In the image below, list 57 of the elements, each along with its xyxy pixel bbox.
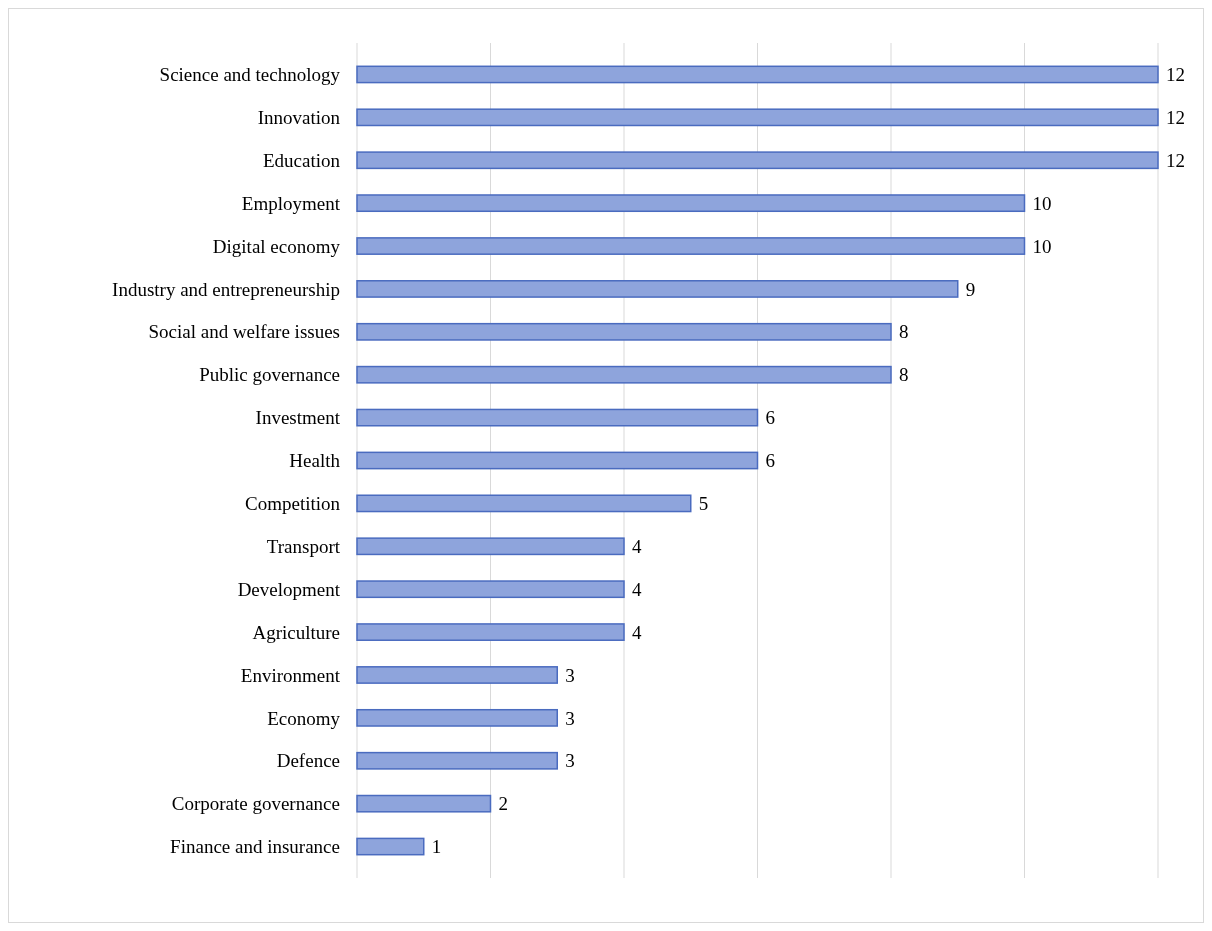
- data-label: 1: [431, 836, 442, 858]
- data-label: 3: [565, 750, 575, 772]
- y-tick-label: Competition: [245, 493, 341, 515]
- bar: [356, 494, 692, 513]
- data-label: 12: [1166, 149, 1185, 171]
- bar: [356, 451, 759, 470]
- data-label: 6: [765, 450, 775, 472]
- bar: [356, 794, 492, 813]
- bar: [356, 666, 558, 684]
- bar: [356, 365, 892, 384]
- data-label: 4: [632, 621, 642, 643]
- y-tick-label: Industry and entrepreneurship: [112, 278, 340, 300]
- y-tick-label: Social and welfare issues: [148, 321, 340, 343]
- bar: [356, 708, 558, 727]
- data-label: 4: [632, 578, 642, 600]
- y-tick-label: Finance and insurance: [170, 836, 340, 858]
- data-label: 10: [1032, 235, 1052, 257]
- data-label: 10: [1032, 192, 1052, 214]
- bar: [356, 322, 892, 341]
- data-label: 5: [698, 493, 709, 515]
- y-tick-label: Transport: [266, 535, 341, 557]
- bar: [356, 108, 1159, 127]
- bar: [356, 194, 1026, 213]
- y-tick-label: Agriculture: [252, 621, 340, 643]
- data-label: 6: [765, 407, 775, 429]
- y-tick-label: Development: [237, 578, 341, 600]
- y-tick-label: Economy: [267, 707, 341, 729]
- data-label: 3: [565, 664, 575, 686]
- y-tick-label: Defence: [276, 750, 340, 772]
- y-tick-label: Education: [262, 149, 341, 171]
- y-tick-label: Innovation: [257, 106, 341, 128]
- y-tick-label: Environment: [240, 664, 341, 686]
- bar: [356, 837, 425, 856]
- data-label: 12: [1166, 106, 1185, 128]
- data-label: 4: [632, 535, 642, 557]
- bar: [356, 65, 1159, 84]
- bar: [356, 751, 558, 770]
- bar: [356, 580, 625, 599]
- data-label: 8: [899, 321, 909, 343]
- data-label: 8: [899, 364, 909, 386]
- y-tick-label: Digital economy: [212, 235, 341, 257]
- y-tick-label: Public governance: [199, 364, 340, 386]
- bar: [356, 151, 1159, 170]
- bar: [356, 280, 959, 298]
- bar: [356, 408, 759, 427]
- bar: [356, 537, 625, 556]
- bar: [356, 623, 625, 641]
- data-label: 9: [965, 278, 976, 300]
- y-tick-label: Corporate governance: [171, 793, 340, 815]
- data-label: 12: [1166, 64, 1185, 86]
- bar: [356, 237, 1026, 255]
- y-tick-label: Health: [289, 450, 341, 472]
- y-tick-label: Science and technology: [159, 64, 341, 86]
- data-label: 3: [565, 707, 575, 729]
- y-tick-label: Employment: [241, 192, 341, 214]
- data-label: 2: [498, 793, 508, 815]
- y-tick-label: Investment: [255, 407, 341, 429]
